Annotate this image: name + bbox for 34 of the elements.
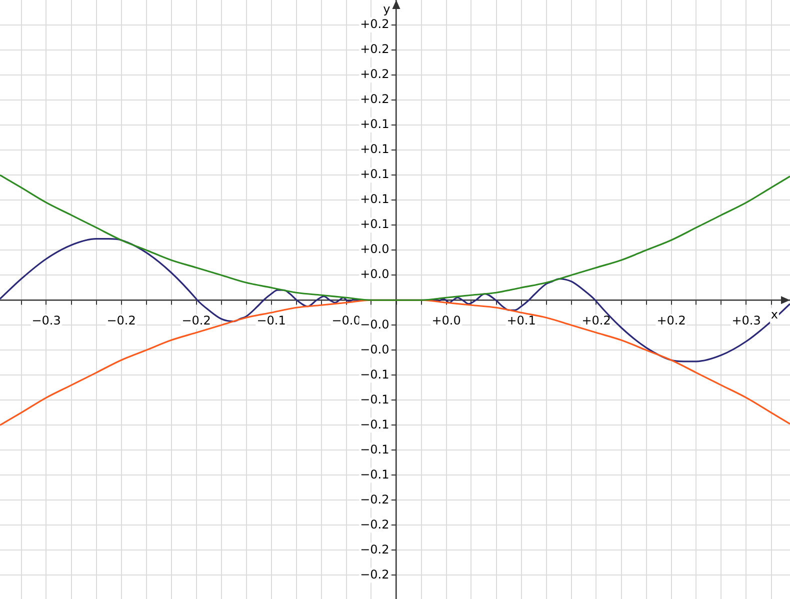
y-tick-label: −0.2 [360,517,390,532]
y-tick-label: +0.1 [360,217,390,232]
y-tick-label: −0.1 [360,367,390,382]
line-series [0,238,790,362]
y-tick-label: −0.2 [360,492,390,506]
x-tick-label: −0.2 [106,313,136,328]
x-axis-title: x [770,307,778,322]
y-tick-label: −0.2 [360,542,390,556]
y-tick-label: +0.2 [360,67,390,82]
y-tick-label: −0.1 [360,467,390,482]
y-tick-label: −0.1 [360,392,390,406]
y-tick-label: +0.0 [360,267,390,282]
x-tick-label: +0.2 [582,313,611,328]
y-tick-label: +0.2 [360,92,390,106]
y-tick-label: +0.0 [360,242,390,256]
x-tick-label: −0.0 [332,313,361,328]
x-tick-label: +0.0 [432,313,461,328]
y-tick-label: −0.1 [360,442,390,456]
x-tick-label: −0.2 [182,313,211,328]
x-tick-label: +0.3 [732,313,761,328]
y-axis-title: y [383,2,390,16]
y-tick-label: −0.2 [360,567,390,582]
y-tick-label: +0.2 [360,42,390,56]
y-tick-label: +0.2 [360,17,390,32]
x-tick-label: +0.2 [656,313,686,328]
x-tick-label: −0.3 [32,313,61,328]
y-tick-label: −0.0 [360,342,390,356]
x-tick-label: −0.1 [256,313,286,328]
y-tick-label: +0.1 [360,167,390,182]
y-tick-label: −0.1 [360,417,390,432]
y-tick-label: +0.1 [360,142,390,156]
y-tick-label: +0.1 [360,192,390,206]
y-tick-label: +0.1 [360,117,390,132]
x-tick-label: +0.1 [506,313,536,328]
